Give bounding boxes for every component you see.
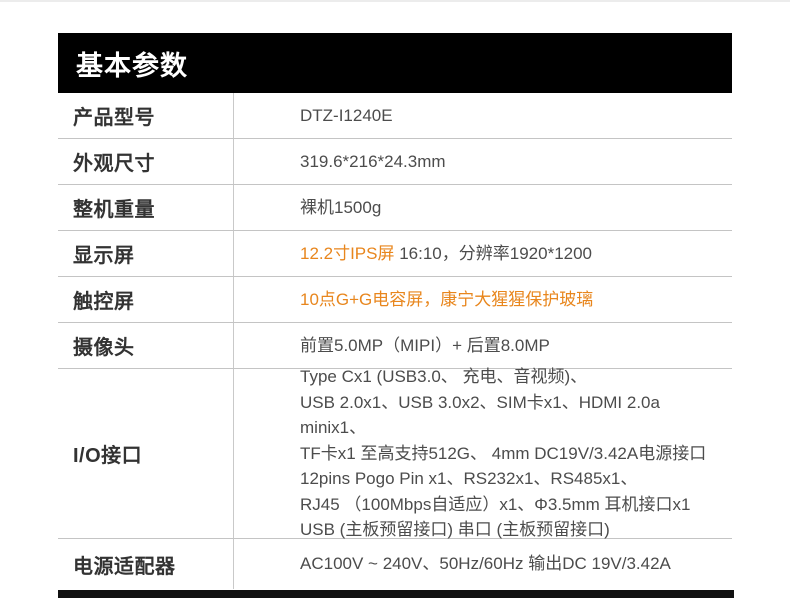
spec-row: 触控屏 10点G+G电容屏，康宁大猩猩保护玻璃: [58, 277, 732, 323]
spec-value-line: TF卡x1 至高支持512G、 4mm DC19V/3.42A电源接口: [300, 441, 724, 467]
spec-value-line: DTZ-I1240E: [300, 103, 724, 129]
value-text: 12pins Pogo Pin x1、RS232x1、RS485x1、: [300, 469, 638, 489]
spec-label: 整机重量: [58, 185, 234, 230]
spec-table: 产品型号 DTZ-I1240E 外观尺寸 319.6*216*24.3mm 整机重量 裸机…: [58, 93, 732, 589]
spec-value: Type Cx1 (USB3.0、 充电、音视频)、 USB 2.0x1、USB …: [234, 367, 732, 539]
spec-row: I/O接口 Type Cx1 (USB3.0、 充电、音视频)、 USB 2.0x1…: [58, 367, 732, 539]
spec-row: 显示屏 12.2寸IPS屏 16:10，分辨率1920*1200: [58, 231, 732, 277]
spec-value-line: 前置5.0MP（MIPI）+ 后置8.0MP: [300, 333, 724, 359]
value-text: 16:10，分辨率1920*1200: [399, 243, 593, 263]
value-text: 裸机1500g: [300, 197, 382, 217]
spec-label: 摄像头: [58, 323, 234, 368]
spec-row: 摄像头 前置5.0MP（MIPI）+ 后置8.0MP: [58, 323, 732, 369]
value-text: USB 2.0x1、USB 3.0x2、SIM卡x1、HDMI 2.0a min…: [300, 392, 660, 438]
value-text: TF卡x1 至高支持512G、 4mm DC19V/3.42A电源接口: [300, 443, 707, 463]
highlighted-text: 10点G+G电容屏，康宁大猩猩保护玻璃: [300, 289, 594, 309]
value-text: RJ45 （100Mbps自适应）x1、Φ3.5mm 耳机接口x1: [300, 494, 691, 514]
spec-row: 电源适配器 AC100V ~ 240V、50Hz/60Hz 输出DC 19V/3.…: [58, 539, 732, 589]
spec-value: 10点G+G电容屏，康宁大猩猩保护玻璃: [234, 277, 732, 322]
value-text: AC100V ~ 240V、50Hz/60Hz 输出DC 19V/3.42A: [300, 554, 671, 574]
spec-row: 外观尺寸 319.6*216*24.3mm: [58, 139, 732, 185]
highlighted-text: 12.2寸IPS屏: [300, 243, 400, 263]
top-hairline: [0, 0, 790, 2]
section-header: 基本参数: [58, 33, 732, 93]
spec-label: 触控屏: [58, 277, 234, 322]
spec-row: 整机重量 裸机1500g: [58, 185, 732, 231]
spec-value: 319.6*216*24.3mm: [234, 139, 732, 184]
section-title: 基本参数: [76, 50, 188, 81]
spec-value-line: USB (主板预留接口) 串口 (主板预留接口): [300, 517, 724, 543]
spec-value: DTZ-I1240E: [234, 93, 732, 138]
spec-sheet: 基本参数 产品型号 DTZ-I1240E 外观尺寸 319.6*216*24.3mm 整…: [58, 33, 732, 589]
spec-value: AC100V ~ 240V、50Hz/60Hz 输出DC 19V/3.42A: [234, 539, 732, 589]
spec-value-line: 319.6*216*24.3mm: [300, 149, 724, 175]
spec-value-line: AC100V ~ 240V、50Hz/60Hz 输出DC 19V/3.42A: [300, 551, 724, 577]
spec-label: 显示屏: [58, 231, 234, 276]
value-text: DTZ-I1240E: [300, 105, 393, 125]
spec-value-line: RJ45 （100Mbps自适应）x1、Φ3.5mm 耳机接口x1: [300, 492, 724, 518]
spec-value-line: 12pins Pogo Pin x1、RS232x1、RS485x1、: [300, 466, 724, 492]
next-section-bar: [58, 590, 734, 598]
spec-value-line: USB 2.0x1、USB 3.0x2、SIM卡x1、HDMI 2.0a min…: [300, 390, 724, 441]
spec-value: 裸机1500g: [234, 185, 732, 230]
spec-label: 外观尺寸: [58, 139, 234, 184]
spec-value-line: 裸机1500g: [300, 195, 724, 221]
spec-label: 电源适配器: [58, 539, 234, 589]
spec-value: 12.2寸IPS屏 16:10，分辨率1920*1200: [234, 231, 732, 276]
spec-value: 前置5.0MP（MIPI）+ 后置8.0MP: [234, 323, 732, 368]
spec-label: I/O接口: [58, 369, 234, 538]
value-text: 319.6*216*24.3mm: [300, 151, 446, 171]
spec-value-line: 10点G+G电容屏，康宁大猩猩保护玻璃: [300, 287, 724, 313]
spec-value-line: Type Cx1 (USB3.0、 充电、音视频)、: [300, 364, 724, 390]
value-text: Type Cx1 (USB3.0、 充电、音视频)、: [300, 367, 588, 387]
spec-label: 产品型号: [58, 93, 234, 138]
spec-row: 产品型号 DTZ-I1240E: [58, 93, 732, 139]
value-text: 前置5.0MP（MIPI）+ 后置8.0MP: [300, 335, 550, 355]
spec-value-line: 12.2寸IPS屏 16:10，分辨率1920*1200: [300, 241, 724, 267]
value-text: USB (主板预留接口) 串口 (主板预留接口): [300, 520, 610, 540]
